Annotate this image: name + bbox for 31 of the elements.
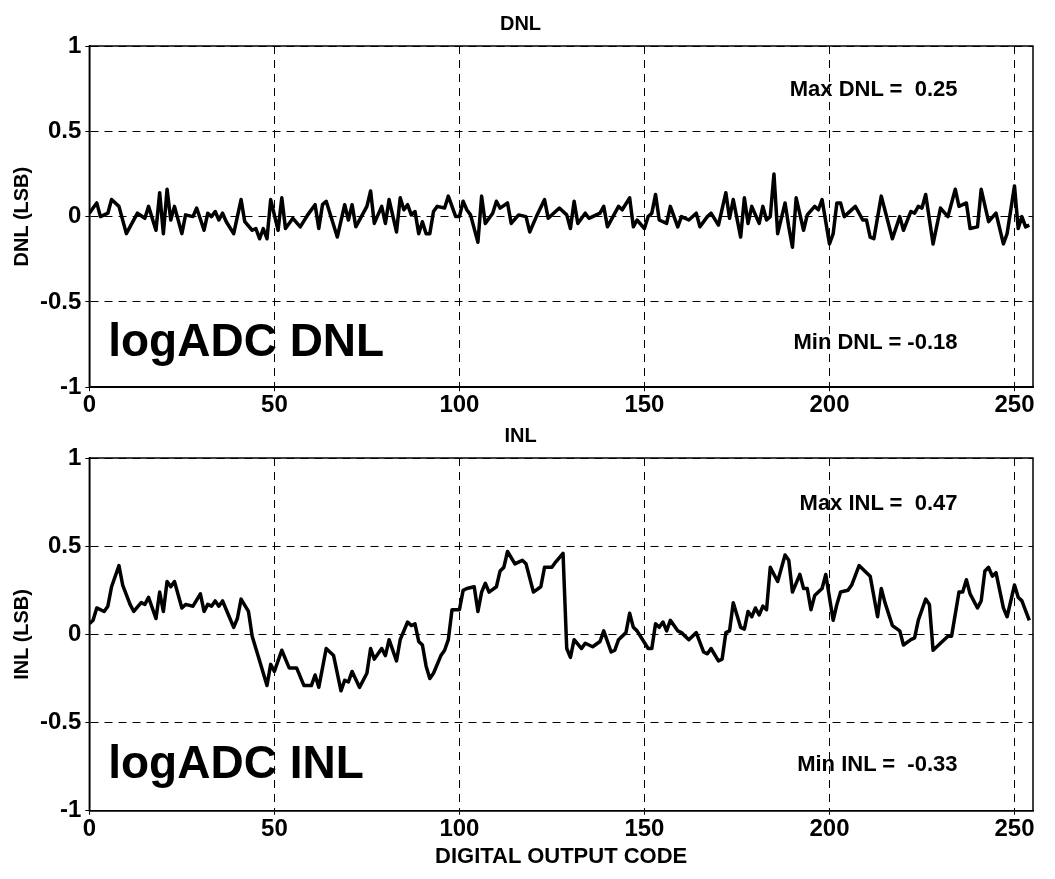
y-axis-title: DNL (LSB) (9, 166, 32, 267)
y-tick-label: -0.5 (40, 707, 82, 735)
y-tick-label: -1 (60, 795, 82, 823)
x-tick-label: 50 (261, 813, 288, 841)
y-axis-title: INL (LSB) (9, 589, 32, 680)
x-tick-label: 100 (439, 390, 480, 418)
x-tick-label: 150 (624, 390, 665, 418)
y-tick-label: 0 (68, 201, 82, 229)
annotation: Max INL = 0.47 (799, 489, 958, 515)
chart-title: DNL (499, 11, 542, 34)
y-tick-label: -1 (60, 371, 82, 399)
y-tick-label: 0.5 (47, 530, 82, 558)
x-tick-label: 200 (809, 390, 850, 418)
x-tick-label: 100 (439, 813, 480, 841)
x-tick-label: 50 (261, 390, 288, 418)
annotation: Min INL = -0.33 (797, 751, 958, 776)
annotation: logADC DNL (108, 313, 385, 366)
y-tick-label: 1 (68, 30, 82, 58)
annotation: Max DNL = 0.25 (789, 76, 958, 102)
x-tick-label: 200 (809, 813, 850, 841)
x-tick-label: 250 (994, 813, 1035, 841)
x-tick-label: 250 (994, 390, 1035, 418)
y-tick-label: -0.5 (40, 286, 82, 314)
annotation: logADC INL (108, 735, 364, 788)
chart-title: INL (504, 423, 537, 446)
x-tick-label: 150 (624, 813, 665, 841)
y-tick-label: 0 (68, 619, 82, 647)
y-tick-label: 1 (68, 442, 82, 470)
x-axis-title: DIGITAL OUTPUT CODE (435, 842, 688, 868)
y-tick-label: 0.5 (47, 115, 82, 143)
annotation: Min DNL = -0.18 (793, 328, 958, 354)
